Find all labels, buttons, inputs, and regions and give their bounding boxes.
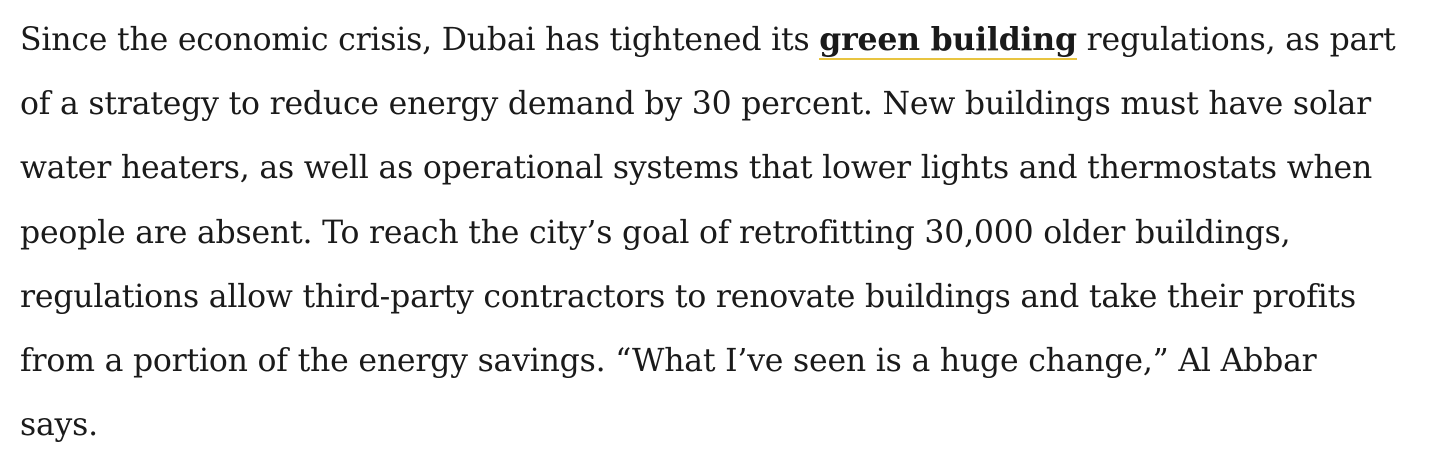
paragraph-line-4: people are absent. To reach the city’s g…: [20, 214, 1291, 251]
paragraph-line-1: Since the economic crisis, Dubai has tig…: [20, 8, 1450, 72]
paragraph-line-5: regulations allow third-party contractor…: [20, 278, 1356, 315]
paragraph-line-2: of a strategy to reduce energy demand by…: [20, 86, 1371, 123]
article-paragraph: Since the economic crisis, Dubai has tig…: [20, 8, 1450, 457]
green-building-link[interactable]: green building: [819, 21, 1077, 60]
paragraph-line-6: from a portion of the energy savings. “W…: [20, 343, 1317, 380]
paragraph-line-7: says.: [20, 407, 98, 444]
line-1-after-link: regulations, as part: [1076, 22, 1396, 58]
paragraph-line-3: water heaters, as well as operational sy…: [20, 150, 1373, 187]
line-1-before-link: Since the economic crisis, Dubai has tig…: [20, 22, 820, 58]
